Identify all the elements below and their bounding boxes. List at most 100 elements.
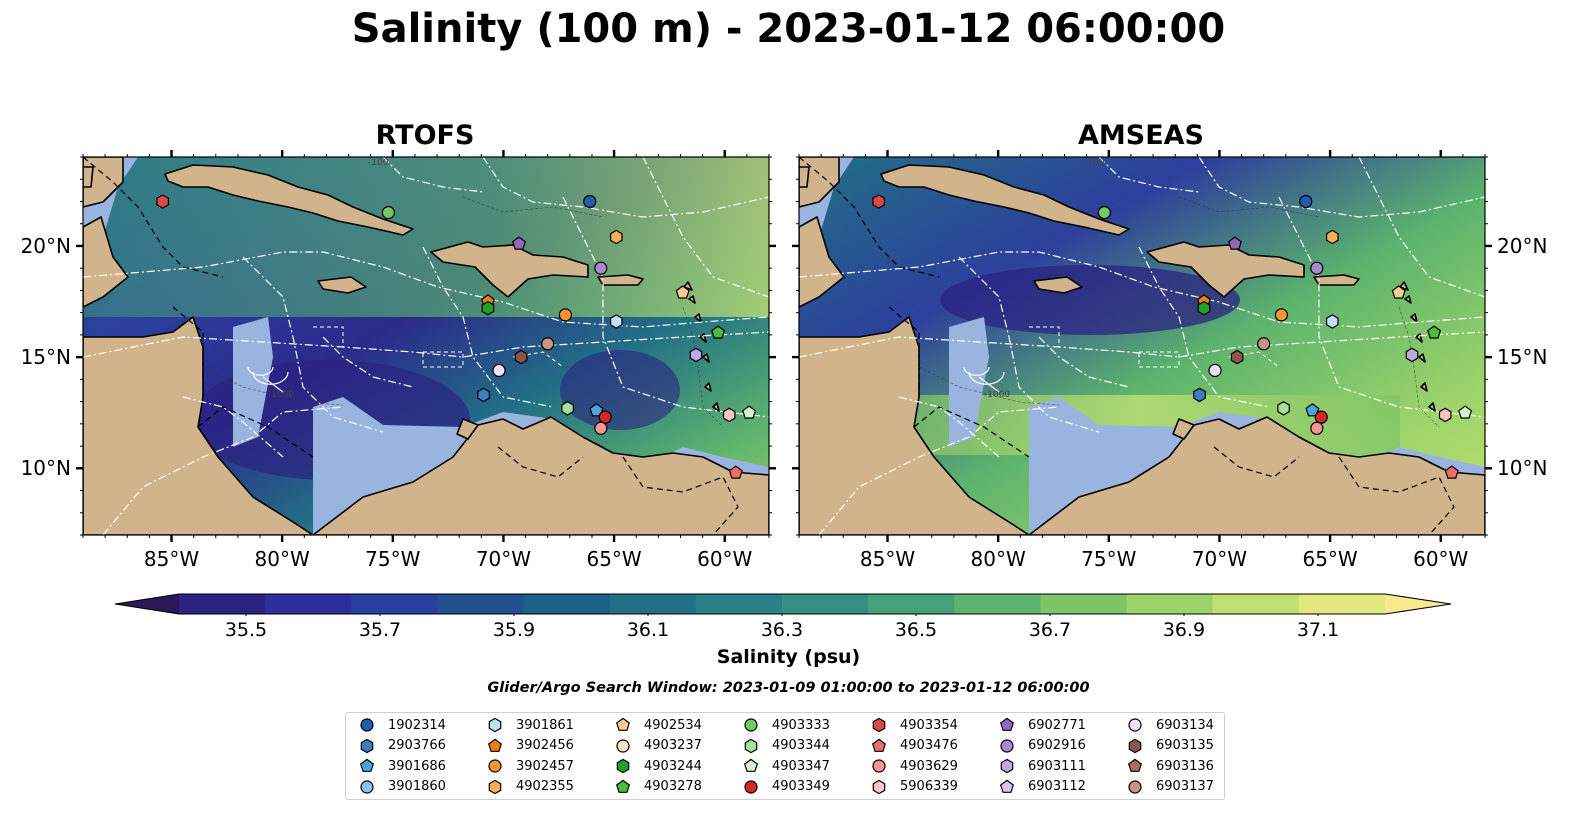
circle-marker-icon (1000, 738, 1014, 753)
float-marker-4902355 (609, 229, 623, 245)
colorbar-bin (609, 594, 697, 614)
colorbar-tick-label: 35.7 (358, 619, 402, 641)
pentagon-marker-icon (1127, 758, 1143, 772)
circle-marker-icon (872, 759, 886, 773)
legend-item-label: 6903136 (1156, 758, 1214, 774)
lon-tick-label: 70°W (475, 547, 532, 571)
float-marker-3902457 (558, 308, 573, 322)
float-marker-1902314 (583, 194, 597, 209)
legend-item: 4903244 (614, 756, 702, 776)
float-marker-2903766 (1193, 387, 1206, 403)
float-marker-4903354 (872, 194, 886, 209)
legend-item-label: 4903354 (900, 717, 958, 733)
circle-marker-icon (1128, 779, 1142, 794)
lat-tick-label: 15°N (1497, 345, 1548, 370)
search-window-note: Glider/Argo Search Window: 2023-01-09 01… (487, 680, 1090, 696)
colorbar-extend-high (1385, 594, 1451, 614)
float-marker-4903278 (711, 325, 726, 339)
float-marker-4902534 (675, 285, 690, 299)
legend-item-label: 4903347 (772, 758, 830, 774)
float-marker-6903111 (689, 347, 703, 363)
lat-tick-label: 10°N (1497, 456, 1548, 481)
float-marker-4903347 (742, 405, 757, 419)
float-marker-4903629 (1310, 421, 1324, 435)
legend-item-label: 4903349 (772, 779, 830, 794)
legend-item: 6903111 (998, 756, 1086, 776)
colorbar-label: Salinity (psu) (716, 646, 861, 668)
lon-tick-label: 80°W (254, 547, 310, 571)
lat-tick-label: 20°N (1497, 233, 1548, 258)
colorbar-tick-label: 35.9 (492, 619, 536, 641)
legend-item-label: 4903476 (900, 738, 958, 753)
legend-item-label: 4902534 (644, 717, 702, 733)
legend-item: 4903349 (742, 777, 830, 797)
lon-tick-label: 60°W (697, 547, 753, 571)
figure-title: Salinity (100 m) - 2023-01-12 06:00:00 (351, 6, 1226, 52)
colorbar-tick-label: 36.7 (1028, 619, 1072, 641)
legend-item-label: 3901686 (388, 758, 446, 774)
float-marker-4903244 (481, 300, 495, 316)
legend-item: 4903333 (742, 715, 830, 735)
legend-item: 6903137 (1126, 777, 1214, 797)
legend-item: 3902457 (486, 756, 574, 776)
colorbar-bin (437, 594, 525, 614)
hexagon-marker-icon (872, 779, 886, 794)
colorbar-tick-label: 36.1 (626, 619, 670, 641)
lat-tick-label: 20°N (20, 233, 71, 258)
hexagon-marker-icon (616, 758, 630, 774)
contour-label: -1000 (268, 390, 294, 400)
float-marker-4903349 (598, 410, 612, 424)
colorbar-bin (1040, 594, 1128, 614)
colorbar-bin (954, 594, 1042, 614)
legend-item: 6902771 (998, 715, 1086, 735)
colorbar-ticks (245, 614, 1319, 616)
amseas-map: -100 -1000 (799, 157, 1485, 535)
rtofs-map: -100 -1000 (83, 157, 769, 535)
lat-tick-label: 15°N (20, 345, 71, 370)
float-marker-4903476 (728, 465, 743, 479)
rtofs-geography: -100 -1000 (83, 157, 769, 535)
pentagon-marker-icon (999, 779, 1015, 793)
colorbar-bin (351, 594, 439, 614)
legend-item: 5906339 (870, 777, 958, 797)
lon-tick-label: 60°W (1413, 547, 1469, 571)
colorbar-tick-label: 36.5 (894, 619, 938, 641)
legend-item: 4903347 (742, 756, 830, 776)
legend-item: 6903134 (1126, 715, 1214, 735)
legend-item-label: 4903629 (900, 758, 958, 774)
colorbar-bin (179, 594, 266, 614)
float-marker-4903354 (156, 194, 169, 209)
amseas-fresh-water-core (940, 265, 1240, 335)
float-marker-4903333 (381, 205, 395, 220)
float-marker-4902355 (1325, 229, 1339, 245)
legend-item: 4903237 (614, 736, 702, 756)
float-marker-4903333 (1097, 205, 1111, 220)
legend-item-label: 6903137 (1156, 779, 1214, 794)
circle-marker-icon (488, 759, 502, 773)
float-marker-2903766 (477, 387, 490, 403)
legend-item-label: 3902457 (516, 758, 574, 774)
float-marker-6902916 (1310, 261, 1324, 275)
legend-item-label: 4902355 (516, 779, 574, 794)
pentagon-marker-icon (615, 717, 631, 731)
float-marker-1902314 (1299, 194, 1313, 209)
pentagon-marker-icon (743, 758, 759, 772)
amseas-float-markers (872, 194, 1473, 479)
legend-item: 4902534 (614, 715, 702, 735)
float-marker-4903344 (1277, 401, 1290, 416)
float-marker-6903134 (492, 363, 506, 378)
float-marker-4903476 (1444, 465, 1459, 479)
amseas-ticks (792, 150, 1492, 542)
legend-item: 6903135 (1126, 736, 1214, 756)
map-panels: -100 -1000 -100 -1000 (76, 150, 1492, 542)
legend-item: 2903766 (358, 736, 446, 756)
float-marker-6902916 (594, 261, 608, 275)
lon-tick-label: 65°W (1302, 547, 1358, 571)
float-marker-6903111 (1405, 347, 1419, 363)
float-legend: 1902314 2903766 3901686 3901860 3901861 39024… (345, 712, 1225, 800)
colorbar-bins (179, 594, 1386, 614)
hexagon-marker-icon (1128, 738, 1142, 753)
float-marker-3901861 (609, 314, 623, 329)
colorbar-tick-label: 35.5 (224, 619, 268, 641)
hexagon-marker-icon (744, 738, 758, 753)
